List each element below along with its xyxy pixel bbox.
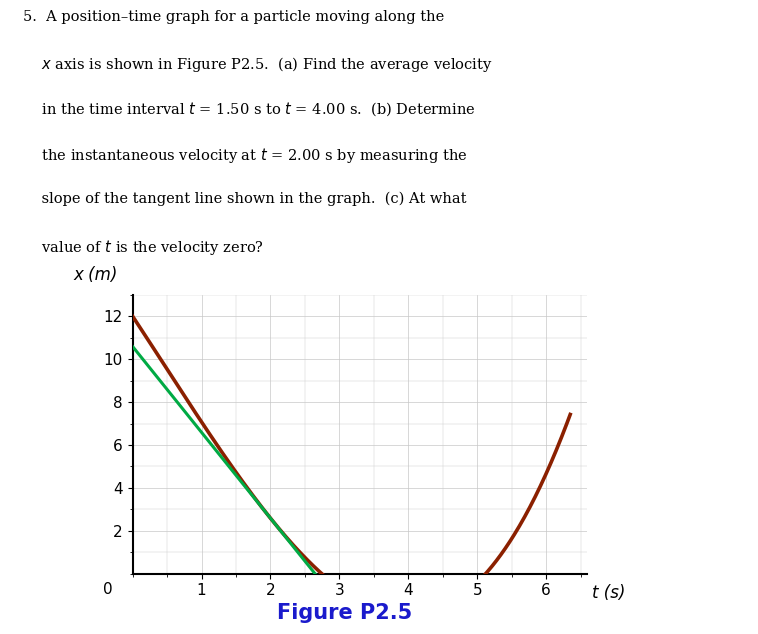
Text: 5.  A position–time graph for a particle moving along the: 5. A position–time graph for a particle …	[23, 10, 444, 23]
Text: 0: 0	[103, 581, 112, 597]
Text: t (s): t (s)	[592, 585, 625, 602]
Text: the instantaneous velocity at $t$ = 2.00 s by measuring the: the instantaneous velocity at $t$ = 2.00…	[23, 146, 467, 165]
Text: slope of the tangent line shown in the graph.  (c) At what: slope of the tangent line shown in the g…	[23, 192, 466, 207]
Text: Figure P2.5: Figure P2.5	[277, 602, 412, 623]
Text: in the time interval $t$ = 1.50 s to $t$ = 4.00 s.  (b) Determine: in the time interval $t$ = 1.50 s to $t$…	[23, 101, 475, 119]
Text: $x$ axis is shown in Figure P2.5.  (a) Find the average velocity: $x$ axis is shown in Figure P2.5. (a) Fi…	[23, 55, 492, 74]
Text: value of $t$ is the velocity zero?: value of $t$ is the velocity zero?	[23, 238, 264, 257]
Text: x (m): x (m)	[74, 266, 118, 283]
